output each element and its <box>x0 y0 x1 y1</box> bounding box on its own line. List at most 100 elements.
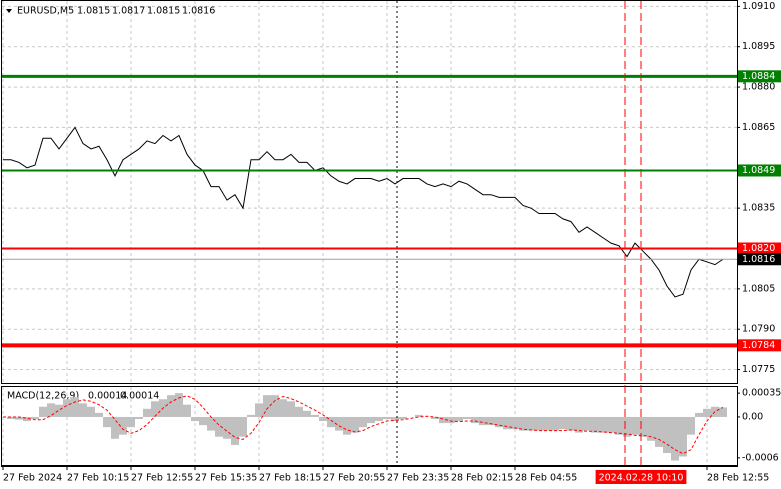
macd-bar <box>655 416 663 447</box>
macd-bar <box>647 416 655 441</box>
macd-bar <box>367 416 375 424</box>
current-price-box <box>738 253 781 266</box>
macd-bar <box>615 416 623 435</box>
x-tick-label: 28 Feb 02:15 <box>451 473 513 484</box>
cursor-label: 2024.02.28 10:10 <box>599 473 684 484</box>
macd-value: 0.00014 <box>88 391 127 402</box>
macd-bar <box>503 416 511 430</box>
macd-bar <box>431 416 439 420</box>
macd-bar <box>47 403 55 417</box>
macd-bar <box>255 403 263 417</box>
level-label: 1.0849 <box>742 165 775 176</box>
y-tick-label: 1.0775 <box>742 364 775 375</box>
macd-bar <box>559 416 567 430</box>
macd-bar <box>39 406 47 417</box>
macd-bar <box>511 416 519 430</box>
macd-bar <box>391 416 399 422</box>
macd-bar <box>575 416 583 433</box>
macd-bar <box>439 416 447 424</box>
macd-bar <box>167 395 175 417</box>
y-tick-label: 0.00035 <box>742 388 781 399</box>
macd-title: MACD(12,26,9) <box>7 391 79 402</box>
x-tick-label: 27 Feb 10:15 <box>67 473 129 484</box>
signal-line <box>3 395 724 455</box>
ohlc-close: 1.0816 <box>182 6 215 17</box>
level-label-box <box>738 70 781 83</box>
level-label: 1.0784 <box>742 340 775 351</box>
macd-bar <box>599 416 607 433</box>
macd-bar <box>127 416 135 428</box>
macd-pane-frame <box>1 386 738 466</box>
y-tick-label: 1.0835 <box>742 203 775 214</box>
y-tick-label: 1.0805 <box>742 283 775 294</box>
macd-bar <box>207 416 215 431</box>
price-pane-frame <box>1 0 738 384</box>
macd-bar <box>719 407 727 417</box>
macd-bar <box>487 416 495 426</box>
x-tick-label: 27 Feb 20:55 <box>323 473 385 484</box>
macd-bar <box>175 393 183 417</box>
macd-bar <box>543 416 551 431</box>
macd-bar <box>319 416 327 422</box>
macd-bar <box>231 416 239 445</box>
macd-bar <box>191 416 199 422</box>
macd-bar <box>279 399 287 417</box>
macd-bar <box>295 406 303 417</box>
macd-bar <box>23 416 31 422</box>
macd-bar <box>535 416 543 431</box>
macd-bar <box>671 416 679 461</box>
macd-bar <box>119 416 127 435</box>
macd-bar <box>455 416 463 422</box>
x-tick-label: 27 Feb 12:55 <box>131 473 193 484</box>
level-label-box <box>738 242 781 255</box>
y-tick-label: 1.0910 <box>742 1 775 12</box>
price-line <box>3 126 724 298</box>
x-tick-label: 28 Feb 04:55 <box>515 473 577 484</box>
macd-bar <box>7 416 15 420</box>
level-label-box <box>738 339 781 352</box>
ohlc-high: 1.0817 <box>112 6 145 17</box>
x-tick-label: 27 Feb 23:35 <box>387 473 449 484</box>
macd-bar <box>183 404 191 417</box>
macd-bar <box>463 416 471 420</box>
current-price-label: 1.0816 <box>742 254 775 265</box>
macd-bar <box>383 416 391 420</box>
y-tick-label: 0.00 <box>742 411 763 422</box>
macd-bar <box>527 416 535 431</box>
macd-bar <box>63 399 71 417</box>
level-label: 1.0884 <box>742 71 775 82</box>
macd-bar <box>263 395 271 417</box>
macd-bar <box>663 416 671 454</box>
macd-bar <box>447 416 455 424</box>
y-tick-label: 1.0790 <box>742 324 775 335</box>
macd-bar <box>287 401 295 417</box>
signal-value: 0.00014 <box>120 391 159 402</box>
macd-bar <box>591 416 599 433</box>
macd-bar <box>15 416 23 420</box>
macd-bar <box>199 416 207 426</box>
macd-bar <box>631 416 639 435</box>
x-tick-label: 27 Feb 15:35 <box>195 473 257 484</box>
y-tick-label: -0.0006 <box>742 452 779 463</box>
macd-bar <box>31 416 39 420</box>
macd-bar <box>479 416 487 426</box>
macd-bar <box>623 416 631 437</box>
macd-bar <box>343 416 351 435</box>
macd-bar <box>351 416 359 433</box>
y-tick-label: 1.0880 <box>742 82 775 93</box>
macd-bar <box>239 416 247 437</box>
macd-bar <box>327 416 335 428</box>
macd-bar <box>551 416 559 431</box>
macd-bar <box>135 416 143 420</box>
macd-bar <box>607 416 615 433</box>
macd-bar <box>95 412 103 417</box>
symbol-marker <box>6 9 12 13</box>
macd-bar <box>703 408 711 417</box>
macd-bar <box>415 414 423 417</box>
macd-bar <box>335 416 343 431</box>
macd-bar <box>583 416 591 431</box>
macd-bar <box>519 416 527 431</box>
macd-bar <box>223 416 231 439</box>
macd-bar <box>271 395 279 417</box>
